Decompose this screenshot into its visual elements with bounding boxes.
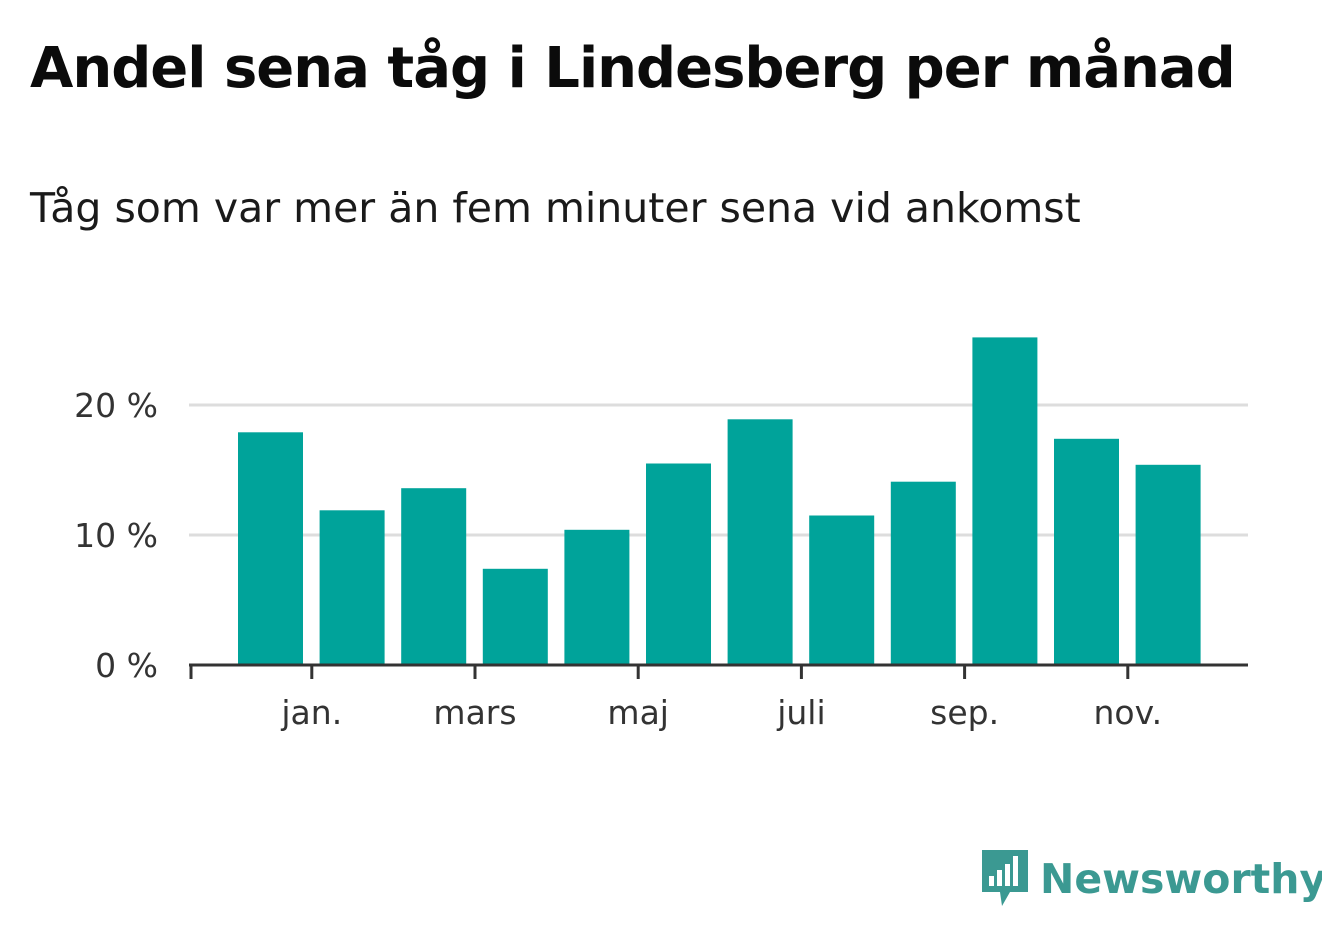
bars: [238, 337, 1201, 665]
chart-subtitle: Tåg som var mer än fem minuter sena vid …: [30, 184, 1081, 232]
bar: [646, 463, 711, 665]
bar: [809, 515, 875, 665]
bar: [319, 510, 385, 665]
bar: [890, 481, 956, 665]
bar: [482, 568, 548, 665]
x-tick-label: mars: [433, 693, 516, 732]
x-axis: [189, 663, 1248, 679]
bar: [727, 419, 793, 665]
y-tick-label: 10 %: [74, 516, 158, 555]
x-axis-labels: jan. mars maj juli sep. nov.: [280, 693, 1162, 732]
x-tick-label: maj: [607, 693, 669, 732]
x-tick-label: sep.: [930, 693, 999, 732]
y-tick-label: 0 %: [95, 646, 158, 685]
bar: [1135, 464, 1201, 665]
brand-name: Newsworthy: [1040, 855, 1322, 903]
newsworthy-icon: [982, 850, 1028, 906]
bar: [238, 432, 303, 665]
x-tick-label: juli: [776, 693, 825, 732]
x-tick-label: jan.: [280, 693, 342, 732]
bar: [1054, 438, 1119, 665]
newsworthy-logo: Newsworthy: [980, 848, 1322, 910]
y-axis-labels: 0 % 10 % 20 %: [74, 386, 158, 685]
bar: [401, 488, 467, 665]
bar: [972, 337, 1038, 665]
bar: [564, 529, 630, 665]
x-tick-label: nov.: [1094, 693, 1163, 732]
chart-title: Andel sena tåg i Lindesberg per månad: [30, 36, 1236, 101]
y-tick-label: 20 %: [74, 386, 158, 425]
